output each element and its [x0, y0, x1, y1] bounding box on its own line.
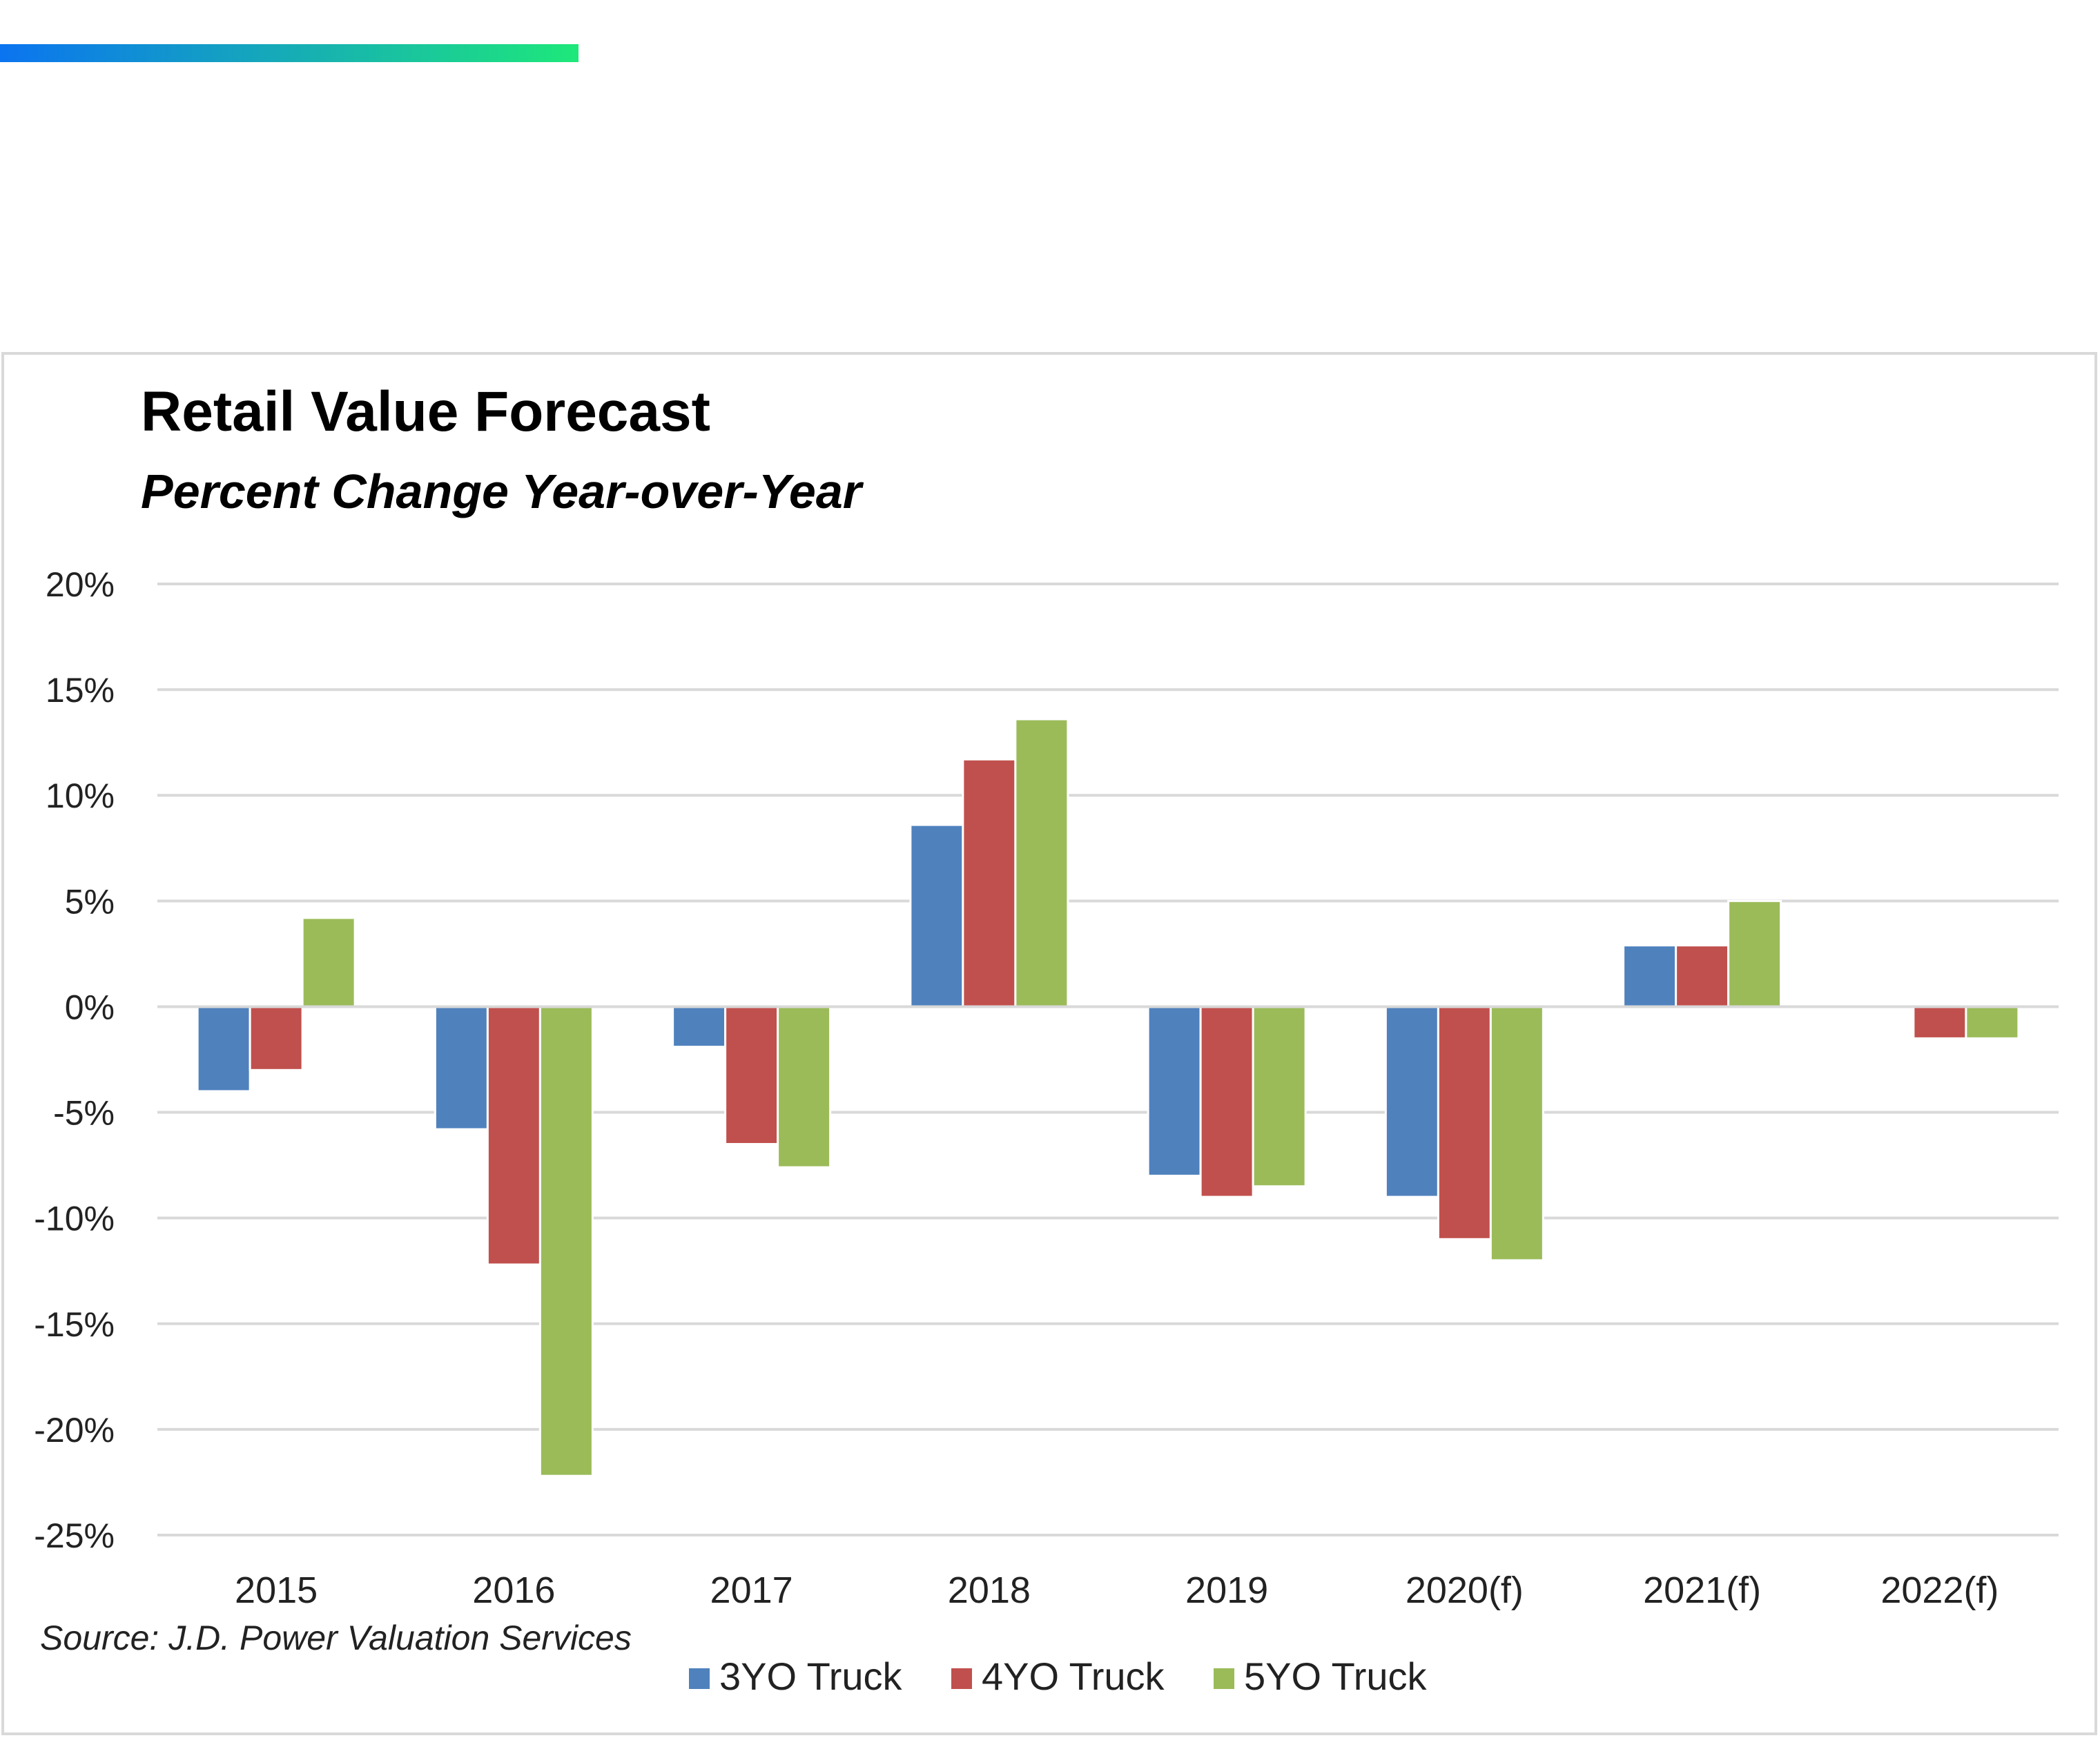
- bar-3yo-truck: [672, 1005, 727, 1048]
- x-tick-label: 2016: [472, 1570, 555, 1611]
- legend-swatch: [951, 1668, 972, 1689]
- chart-title: Retail Value Forecast: [141, 380, 710, 443]
- bar-5yo-truck: [1014, 718, 1069, 1008]
- bars: [196, 718, 2020, 1477]
- bar-4yo-truck: [1912, 1005, 1967, 1039]
- y-tick-label: 5%: [65, 882, 115, 921]
- bar-3yo-truck: [1622, 944, 1678, 1008]
- x-tick-label: 2021(f): [1643, 1570, 1761, 1611]
- chart-subtitle: Percent Change Year-over-Year: [141, 465, 864, 518]
- x-tick-label: 2019: [1185, 1570, 1268, 1611]
- bar-5yo-truck: [538, 1005, 594, 1477]
- bar-3yo-truck: [909, 823, 964, 1008]
- x-tick-label: 2018: [948, 1570, 1031, 1611]
- x-tick-label: 2017: [710, 1570, 793, 1611]
- legend-label: 5YO Truck: [1244, 1654, 1428, 1698]
- y-tick-label: -25%: [34, 1516, 115, 1555]
- bar-5yo-truck: [1252, 1005, 1307, 1188]
- accent-gradient-bar: [0, 44, 579, 62]
- bar-3yo-truck: [1384, 1005, 1439, 1198]
- bar-4yo-truck: [1437, 1005, 1492, 1240]
- bar-4yo-truck: [486, 1005, 541, 1266]
- legend: 3YO Truck 4YO Truck 5YO Truck: [689, 1654, 1428, 1698]
- bar-5yo-truck: [1965, 1005, 2020, 1039]
- bar-5yo-truck: [1489, 1005, 1544, 1262]
- bar-3yo-truck: [434, 1005, 489, 1131]
- bar-chart: Retail Value Forecast Percent Change Yea…: [34, 380, 2059, 1698]
- x-tick-label: 2022(f): [1880, 1570, 1999, 1611]
- y-tick-label: -10%: [34, 1200, 115, 1238]
- bar-4yo-truck: [1675, 944, 1730, 1008]
- y-axis-ticks: 20% 15% 10% 5% 0% -5% -10% -15% -20% -25%: [34, 565, 115, 1555]
- chart-container: Retail Value Forecast Percent Change Yea…: [1, 352, 2097, 1735]
- legend-swatch: [689, 1668, 710, 1689]
- bar-3yo-truck: [1147, 1005, 1202, 1177]
- y-tick-label: 0%: [65, 988, 115, 1026]
- legend-swatch: [1214, 1668, 1234, 1689]
- bar-5yo-truck: [777, 1005, 832, 1169]
- y-tick-label: -20%: [34, 1411, 115, 1449]
- x-axis-ticks: 2015 2016 2017 2018 2019 2020(f) 2021(f) 2022(f…: [235, 1570, 1999, 1611]
- source-note: Source: J.D. Power Valuation Services: [40, 1619, 632, 1657]
- x-tick-label: 2015: [235, 1570, 318, 1611]
- bar-3yo-truck: [196, 1005, 251, 1093]
- y-tick-label: 10%: [46, 777, 115, 815]
- bar-4yo-truck: [962, 758, 1017, 1008]
- y-tick-label: -5%: [53, 1094, 115, 1133]
- bar-4yo-truck: [249, 1005, 304, 1071]
- x-tick-label: 2020(f): [1406, 1570, 1524, 1611]
- bar-5yo-truck: [1727, 899, 1782, 1008]
- legend-label: 4YO Truck: [982, 1654, 1165, 1698]
- y-tick-label: 20%: [46, 565, 115, 604]
- y-tick-label: -15%: [34, 1305, 115, 1344]
- legend-label: 3YO Truck: [719, 1654, 903, 1698]
- bar-5yo-truck: [301, 917, 356, 1008]
- bar-4yo-truck: [724, 1005, 779, 1145]
- bar-4yo-truck: [1199, 1005, 1254, 1198]
- y-tick-label: 15%: [46, 671, 115, 710]
